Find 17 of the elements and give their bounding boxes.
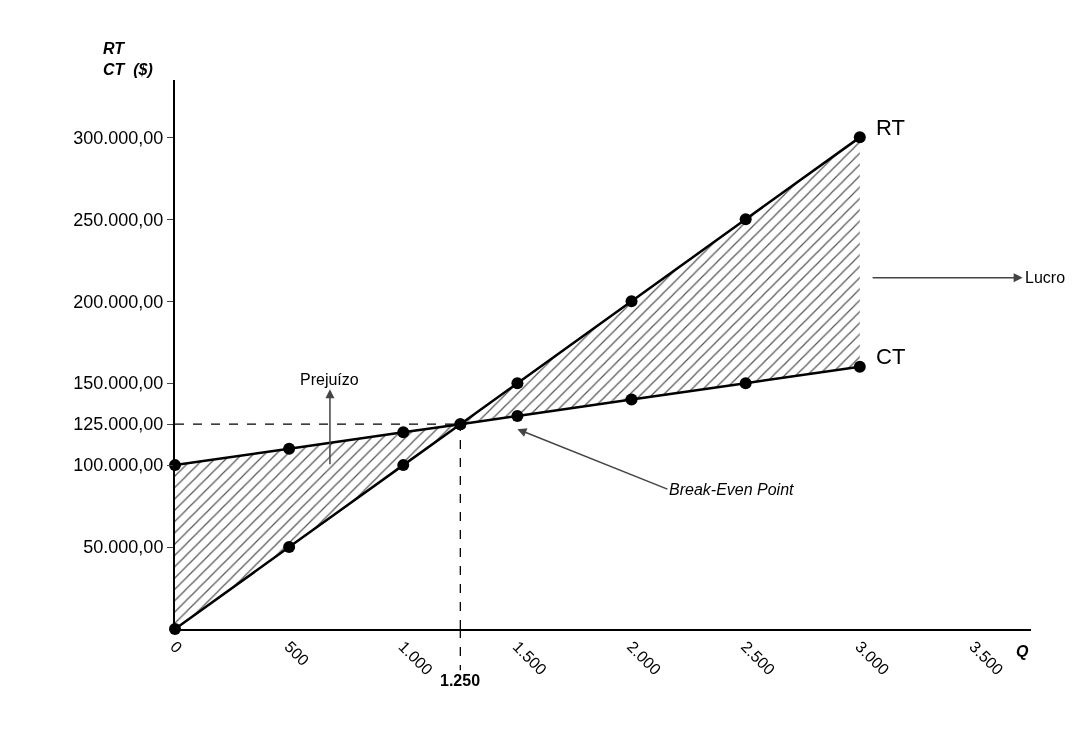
ref-line-label: 1.250 [440, 672, 481, 689]
y-tick-label: 150.000,00 [73, 373, 164, 394]
x-axis-title: Q [1016, 643, 1029, 660]
x-tick-label: 0 [167, 637, 186, 657]
y-tick-label: 100.000,00 [73, 455, 164, 476]
y-tick-label: 250.000,00 [73, 209, 164, 230]
annotation: Break-Even Point [669, 481, 795, 498]
y-tick-label: 50.000,00 [83, 537, 164, 558]
y-tick-label: 200.000,00 [73, 291, 164, 312]
y-tick-label: 300.000,00 [73, 127, 164, 148]
y-axis-title: RT CT ($) [103, 40, 153, 78]
series-label: RT [876, 115, 905, 140]
x-tick-label: 500 [281, 637, 313, 669]
y-tick-label: 125.000,00 [73, 414, 164, 435]
annotation: Lucro [1025, 269, 1066, 286]
series-label: CT [876, 344, 906, 369]
annotation: Prejuízo [300, 371, 359, 388]
